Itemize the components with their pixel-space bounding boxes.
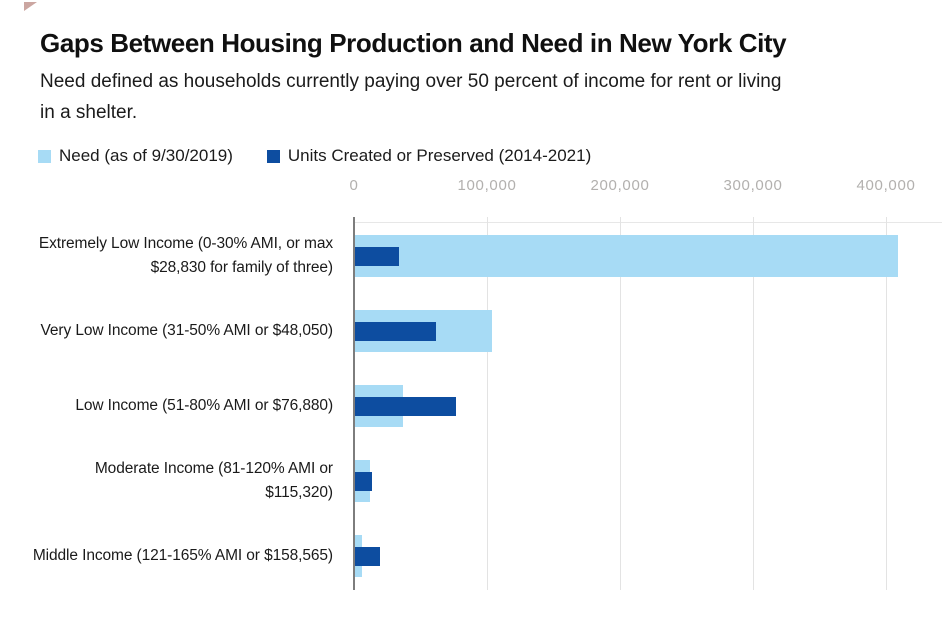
x-axis-tick-label: 100,000 xyxy=(457,177,517,194)
gridline xyxy=(753,217,754,590)
corner-artifact-mark xyxy=(24,2,37,11)
legend-item-units: Units Created or Preserved (2014-2021) xyxy=(266,146,592,166)
units-legend-label: Units Created or Preserved (2014-2021) xyxy=(287,146,592,165)
units-bar xyxy=(355,321,437,341)
x-axis-tick-label: 0 xyxy=(349,177,359,194)
need-bar xyxy=(355,235,898,277)
gridline xyxy=(886,217,887,590)
gridline xyxy=(620,217,621,590)
chart-title: Gaps Between Housing Production and Need… xyxy=(40,28,787,58)
units-bar xyxy=(355,471,373,491)
category-label: Moderate Income (81-120% AMI or $115,320… xyxy=(94,460,333,501)
category-label: Middle Income (121-165% AMI or $158,565) xyxy=(32,547,333,564)
chart-legend: Need (as of 9/30/2019) Units Created or … xyxy=(38,146,591,166)
need-legend-label: Need (as of 9/30/2019) xyxy=(59,146,233,165)
legend-item-need: Need (as of 9/30/2019) xyxy=(38,146,233,166)
x-axis-tick-labels: 0 100,000 200,000 300,000 400,000 xyxy=(0,177,946,197)
plot-top-border xyxy=(353,222,942,223)
x-axis-zero-line xyxy=(353,217,355,590)
units-legend-swatch xyxy=(266,149,280,163)
units-bar xyxy=(355,396,457,416)
x-axis-tick-label: 400,000 xyxy=(856,177,916,194)
need-legend-swatch xyxy=(38,149,51,163)
units-bar xyxy=(355,246,399,266)
gridline xyxy=(487,217,488,590)
x-axis-tick-label: 200,000 xyxy=(590,177,650,194)
chart-subtitle: Need defined as households currently pay… xyxy=(40,71,782,123)
plot-area: Extremely Low Income (0-30% AMI, or max … xyxy=(0,217,946,590)
category-label: Extremely Low Income (0-30% AMI, or max … xyxy=(38,235,333,276)
units-bar xyxy=(355,546,381,566)
x-axis-tick-label: 300,000 xyxy=(723,177,783,194)
category-label: Low Income (51-80% AMI or $76,880) xyxy=(75,397,333,414)
category-label: Very Low Income (31-50% AMI or $48,050) xyxy=(40,322,334,339)
